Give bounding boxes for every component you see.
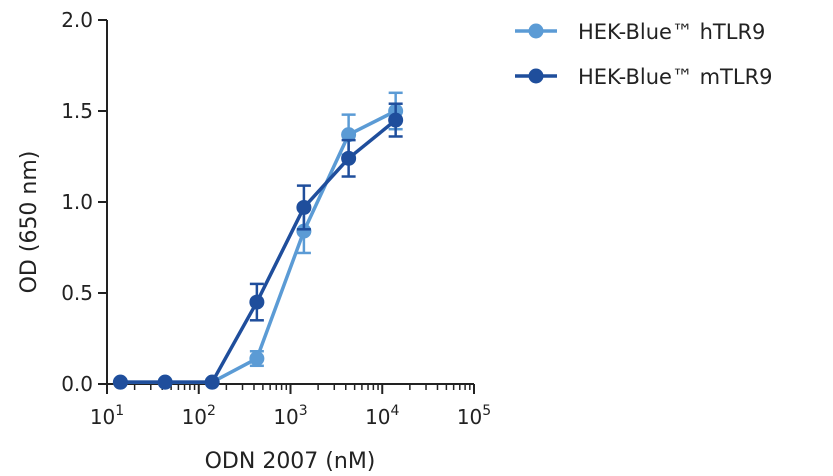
data-point	[341, 127, 357, 143]
data-point	[157, 374, 173, 390]
legend-marker	[528, 23, 544, 39]
y-tick-label: 0.0	[61, 372, 93, 396]
legend: HEK-Blue™ hTLR9 HEK-Blue™ mTLR9	[515, 20, 773, 89]
legend-label: HEK-Blue™ mTLR9	[578, 65, 773, 89]
y-tick-label: 1.5	[61, 99, 93, 123]
x-axis-ticks: 101 102 103 104 105	[90, 384, 491, 429]
series-layer	[112, 91, 404, 390]
x-tick-label: 105	[457, 403, 491, 429]
y-axis-ticks: 0.0 0.5 1.0 1.5 2.0	[61, 8, 107, 396]
x-tick-label: 101	[90, 403, 124, 429]
x-tick-label: 104	[365, 403, 399, 429]
data-point	[249, 351, 265, 367]
data-point	[249, 294, 265, 310]
series-0	[112, 91, 404, 390]
data-point	[296, 223, 312, 239]
data-point	[204, 374, 220, 390]
x-axis-label: ODN 2007 (nM)	[205, 449, 376, 474]
series-1	[112, 102, 404, 390]
legend-marker	[528, 68, 544, 84]
axes	[106, 20, 474, 385]
data-point	[341, 150, 357, 166]
y-axis-label: OD (650 nm)	[17, 151, 42, 294]
data-point	[296, 199, 312, 215]
legend-label: HEK-Blue™ hTLR9	[578, 20, 765, 44]
x-tick-label: 103	[273, 403, 307, 429]
x-tick-label: 102	[182, 403, 216, 429]
y-tick-label: 2.0	[61, 8, 93, 32]
y-tick-label: 0.5	[61, 281, 93, 305]
data-point	[112, 374, 128, 390]
y-tick-label: 1.0	[61, 190, 93, 214]
data-point	[388, 112, 404, 128]
